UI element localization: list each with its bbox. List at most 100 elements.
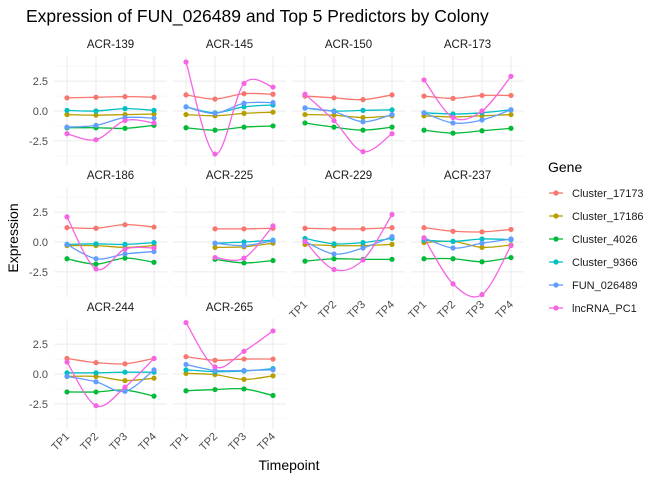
legend-label: Cluster_4026 [572, 234, 637, 246]
data-point [241, 376, 247, 382]
data-point [122, 251, 128, 257]
data-point [450, 228, 456, 234]
x-tick-label: TP2 [435, 299, 458, 322]
x-tick-label: TP2 [316, 299, 339, 322]
strip-label: ACR-173 [444, 39, 491, 51]
facet-panel-acr-229: ACR-229 TP1 TP2 TP3 TP4 [287, 170, 405, 321]
data-point [450, 95, 456, 102]
data-point [360, 226, 366, 232]
data-point [212, 151, 218, 157]
series-line [66, 357, 155, 408]
data-point [93, 379, 99, 385]
series-line [304, 107, 393, 123]
series-line [66, 116, 155, 128]
data-point [302, 238, 308, 245]
data-point [93, 122, 99, 128]
data-point [93, 108, 99, 114]
series-line [66, 369, 155, 393]
data-point [421, 110, 427, 116]
facet-panel-acr-139: ACR-139 -2.5 0.0 2.5 [29, 39, 167, 166]
legend-label: FUN_026489 [572, 280, 637, 292]
data-point [183, 125, 189, 131]
y-tick-label: 2.5 [33, 339, 48, 351]
series-line [423, 256, 512, 263]
x-tick-label: TP2 [78, 431, 101, 454]
legend-label: Cluster_17186 [572, 211, 644, 223]
legend-item: Cluster_9366 [549, 257, 637, 269]
data-point [331, 112, 337, 118]
facet-panel-acr-145: ACR-145 [173, 39, 286, 166]
data-point [93, 112, 99, 118]
series-line [66, 124, 155, 130]
data-point [183, 104, 189, 110]
data-point [241, 260, 247, 266]
series-line [423, 238, 512, 243]
data-point [360, 245, 366, 251]
facet-panel-acr-186: ACR-186 -2.5 0.0 2.5 [29, 170, 167, 297]
series-line [304, 258, 393, 262]
data-point [389, 241, 395, 247]
data-point [270, 223, 276, 229]
data-point [183, 319, 189, 326]
legend-key-point [553, 305, 559, 311]
data-point [450, 256, 456, 262]
strip-label: ACR-150 [325, 39, 372, 51]
series-line [304, 214, 393, 272]
data-point [64, 389, 70, 395]
data-point [389, 234, 395, 240]
data-point [93, 373, 99, 379]
series-line [423, 109, 512, 115]
data-point [151, 367, 157, 373]
legend-label: lncRNA_PC1 [572, 303, 637, 315]
data-point [302, 120, 308, 126]
data-point [212, 357, 218, 363]
series-line [66, 244, 155, 249]
series-line [304, 237, 393, 245]
strip-label: ACR-225 [206, 170, 253, 182]
data-point [270, 356, 276, 362]
strip-label: ACR-186 [87, 170, 134, 182]
data-point [302, 258, 308, 264]
data-point [64, 107, 70, 114]
data-point [479, 92, 485, 99]
data-point [360, 239, 366, 246]
data-point [360, 257, 366, 263]
data-point [212, 226, 218, 232]
data-point [389, 225, 395, 231]
data-point [241, 124, 247, 130]
series-line [304, 227, 393, 230]
series-line [304, 122, 393, 131]
data-point [122, 222, 128, 228]
y-tick-label: 0.0 [33, 369, 48, 381]
data-point [241, 242, 247, 249]
facet-panel-acr-265: ACR-265 TP1 TP2 TP3 TP4 [168, 302, 286, 453]
data-point [122, 106, 128, 112]
legend-item: Cluster_17186 [549, 211, 644, 223]
data-point [122, 94, 128, 100]
data-point [270, 257, 276, 264]
data-point [183, 367, 189, 373]
data-point [389, 107, 395, 113]
data-point [270, 373, 276, 379]
data-point [508, 92, 514, 99]
data-point [151, 375, 157, 381]
legend-item: Cluster_17173 [549, 188, 644, 200]
legend-item: Cluster_4026 [549, 234, 637, 246]
series-line [185, 111, 274, 117]
y-tick-label: -2.5 [29, 267, 48, 279]
series-line [66, 257, 155, 265]
facet-panel-acr-244: ACR-244 -2.5 0.0 2.5 TP1 TP2 TP3 TP4 [29, 302, 167, 453]
data-point [479, 117, 485, 123]
strip-label: ACR-237 [444, 170, 491, 182]
data-point [151, 115, 157, 121]
series-line [66, 389, 155, 397]
series-line [423, 127, 512, 134]
series-line [185, 92, 274, 100]
data-point [151, 224, 157, 230]
panels-layer: ACR-139 -2.5 0.0 2.5 ACR-145 ACR-150 ACR-173 AC… [29, 39, 524, 453]
series-line [66, 357, 155, 365]
data-point [331, 226, 337, 232]
data-point [93, 256, 99, 262]
data-point [151, 120, 157, 126]
